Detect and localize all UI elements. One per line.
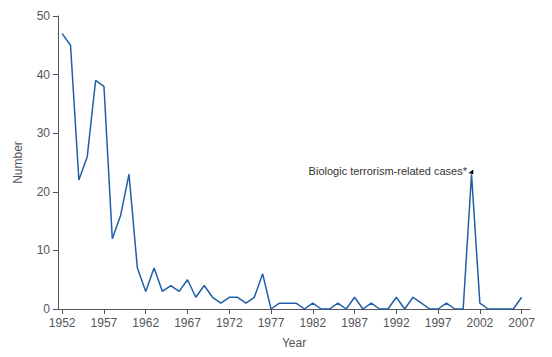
svg-text:1997: 1997 [425, 316, 452, 330]
svg-text:1992: 1992 [383, 316, 410, 330]
svg-text:1967: 1967 [174, 316, 201, 330]
svg-text:40: 40 [37, 68, 51, 82]
svg-text:1982: 1982 [299, 316, 326, 330]
svg-text:1972: 1972 [216, 316, 243, 330]
svg-text:2007: 2007 [508, 316, 535, 330]
svg-text:1952: 1952 [49, 316, 76, 330]
svg-text:Number: Number [11, 141, 25, 184]
svg-text:50: 50 [37, 9, 51, 23]
svg-text:1987: 1987 [341, 316, 368, 330]
svg-text:0: 0 [43, 302, 50, 316]
svg-text:30: 30 [37, 126, 51, 140]
svg-text:1962: 1962 [132, 316, 159, 330]
svg-text:2002: 2002 [467, 316, 494, 330]
svg-text:10: 10 [37, 243, 51, 257]
svg-text:1977: 1977 [258, 316, 285, 330]
svg-text:1957: 1957 [91, 316, 118, 330]
svg-text:20: 20 [37, 185, 51, 199]
svg-text:Biologic terrorism-related cas: Biologic terrorism-related cases* [309, 165, 468, 177]
svg-text:Year: Year [282, 336, 306, 350]
